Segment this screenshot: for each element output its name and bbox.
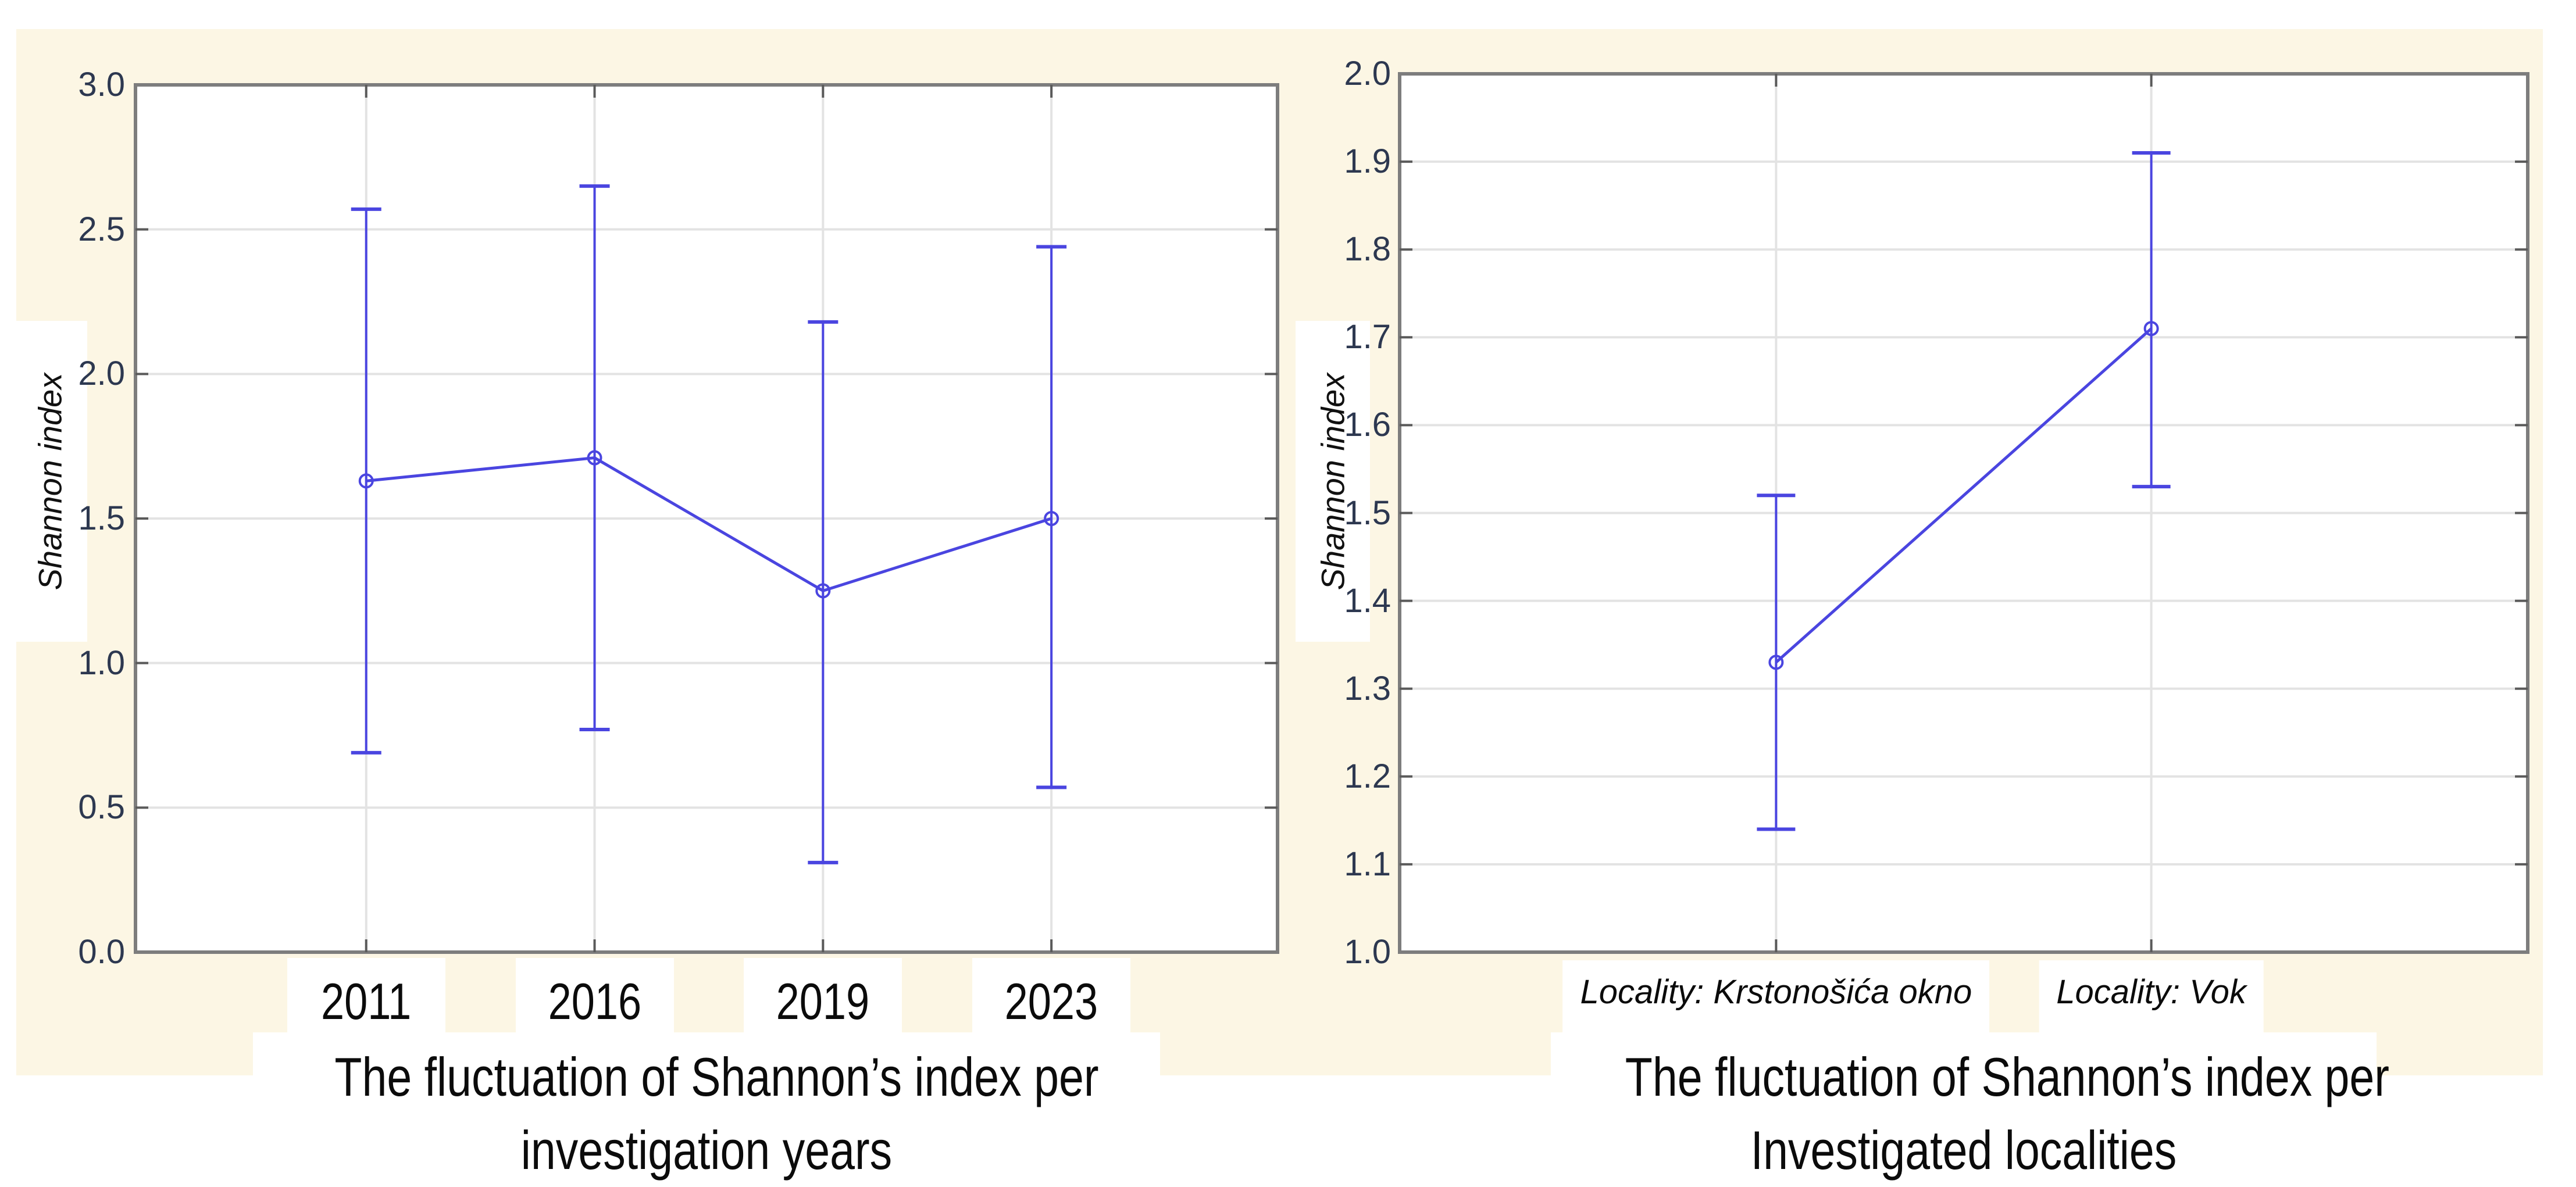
series-line <box>366 456 1052 593</box>
y-tick-label: 1.1 <box>1344 845 1391 883</box>
series-line <box>1775 327 2153 664</box>
chart-title-years: The fluctuation of Shannon’s index per i… <box>253 1032 1160 1187</box>
y-tick-label: 2.0 <box>1344 55 1391 92</box>
y-tick-label: 1.4 <box>1344 581 1391 620</box>
mean-marker <box>815 583 831 599</box>
mean-marker <box>2143 321 2159 337</box>
y-tick-label: 1.2 <box>1344 757 1391 795</box>
chart-title-line: The fluctuation of Shannon’s index per <box>1625 1046 2389 1107</box>
chart-title-line: investigation years <box>520 1120 893 1181</box>
y-tick-label: 0.5 <box>78 788 125 827</box>
plot-area-years <box>134 83 1279 954</box>
mean-marker <box>1044 511 1059 526</box>
x-category-label: 2011 <box>287 958 445 1045</box>
y-tick-label: 1.0 <box>78 643 125 682</box>
y-tick-label: 1.6 <box>1344 406 1391 444</box>
y-tick-label: 1.5 <box>1344 494 1391 532</box>
chart-title-line: Investigated localities <box>1750 1120 2177 1181</box>
mean-marker <box>587 450 602 466</box>
x-category-label: 2019 <box>744 958 902 1045</box>
y-tick-label: 2.5 <box>78 210 125 248</box>
y-tick-label: 1.8 <box>1344 230 1391 269</box>
x-category-label: 2023 <box>972 958 1131 1045</box>
y-axis-label: Shannon index <box>31 373 69 590</box>
x-category-label: Locality: Krstonošića okno <box>1562 960 1990 1032</box>
y-tick-label: 1.0 <box>1344 933 1391 971</box>
y-tick-label: 1.7 <box>1344 318 1391 356</box>
mean-marker <box>358 473 374 489</box>
chart-title-line: The fluctuation of Shannon’s index per <box>334 1046 1099 1107</box>
y-tick-label: 2.0 <box>78 355 125 393</box>
chart-title-localities: The fluctuation of Shannon’s index per I… <box>1551 1032 2389 1187</box>
y-axis-label-box: Shannon index <box>13 321 87 642</box>
x-category-label: Locality: Vok <box>2039 960 2264 1032</box>
y-tick-label: 0.0 <box>78 933 125 971</box>
mean-marker <box>1768 655 1784 670</box>
y-tick-label: 1.9 <box>1344 142 1391 181</box>
x-category-label: 2016 <box>515 958 674 1045</box>
y-tick-label: 1.3 <box>1344 669 1391 707</box>
plot-area-localities <box>1398 72 2529 954</box>
y-tick-label: 1.5 <box>78 499 125 537</box>
y-tick-label: 3.0 <box>78 66 125 103</box>
y-axis-label-box: Shannon index <box>1296 321 1370 642</box>
